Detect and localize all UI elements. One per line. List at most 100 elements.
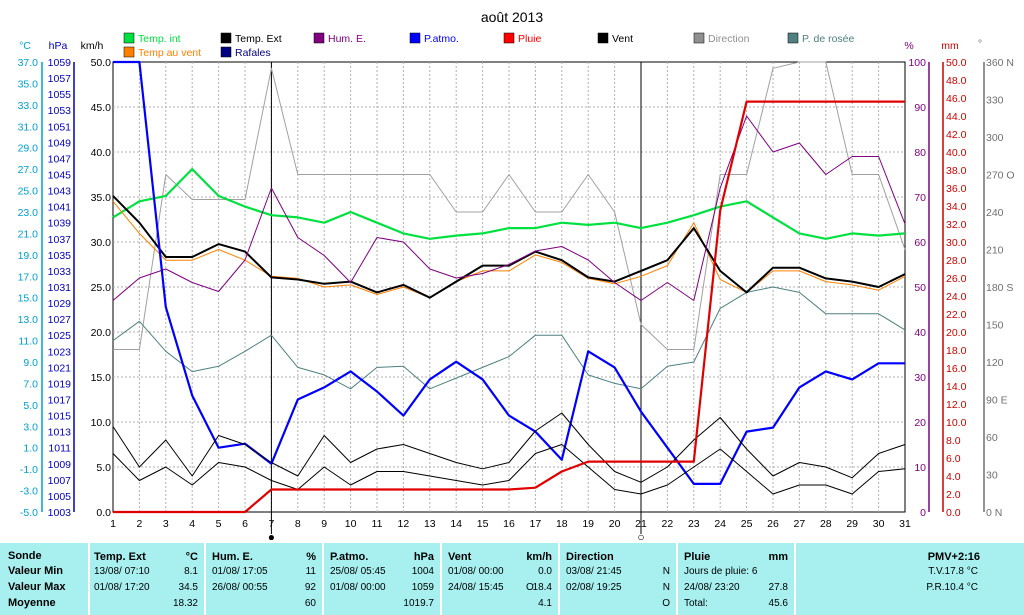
tick-temp: -1.0: [20, 464, 38, 476]
tick-humidity: 50: [914, 282, 926, 294]
vent-avg: 4.1: [538, 598, 552, 609]
row-label-moy: Moyenne: [8, 597, 56, 609]
tick-pressure: 1041: [48, 202, 72, 214]
tick-humidity: 60: [914, 237, 926, 249]
dir-min-val: N: [662, 566, 670, 577]
tick-humidity: 30: [914, 372, 926, 384]
tick-temp: -5.0: [20, 507, 38, 519]
tick-rain: 4.0: [946, 471, 961, 483]
x-tick-label: 20: [609, 518, 621, 530]
x-tick-label: 6: [242, 518, 248, 530]
series-5: [112, 115, 906, 301]
series-lines: [112, 60, 906, 514]
legend-swatch: [313, 32, 325, 44]
tick-humidity: 40: [914, 327, 926, 339]
vent-unit: km/h: [526, 551, 552, 563]
tick-pressure: 1047: [48, 153, 72, 165]
vent-max-dir: O: [526, 582, 534, 593]
tick-temp: 1.0: [23, 443, 38, 455]
tick-rain: 40.0: [946, 147, 967, 159]
tick-wind: 30.0: [91, 237, 112, 249]
tick-humidity: 20: [914, 417, 926, 429]
tick-pressure: 1045: [48, 170, 72, 182]
x-tick-label: 16: [503, 518, 515, 530]
tick-direction: 30: [986, 470, 998, 482]
legend-swatch: [787, 32, 799, 44]
patmo-unit: hPa: [413, 551, 434, 563]
moon-marker: ●: [268, 530, 275, 540]
tick-temp: 11.0: [18, 336, 38, 348]
tick-temp: -3.0: [20, 486, 38, 498]
tick-pressure: 1009: [48, 459, 72, 471]
vent-max-val: 18.4: [532, 582, 552, 593]
x-tick-label: 24: [714, 518, 726, 530]
x-tick-label: 5: [216, 518, 222, 530]
tick-rain: 48.0: [946, 75, 967, 87]
tick-humidity: 10: [914, 462, 926, 474]
hum-max-val: 92: [304, 582, 316, 593]
unit-humidity: %: [904, 40, 913, 52]
tick-temp: 31.0: [18, 121, 39, 133]
tick-wind: 10.0: [91, 417, 112, 429]
hum-max-date: 26/08/ 00:55: [212, 582, 268, 593]
vent-title: Vent: [448, 551, 472, 563]
temp-min-val: 8.1: [184, 566, 198, 577]
legend-label: P.atmo.: [424, 33, 459, 45]
tick-wind: 45.0: [91, 102, 112, 114]
x-tick-label: 30: [873, 518, 885, 530]
legend-label: Temp. int: [138, 33, 181, 45]
x-tick-label: 13: [424, 518, 436, 530]
tick-direction: 360 N: [986, 57, 1014, 69]
tick-wind: 5.0: [96, 462, 111, 474]
patmo-title: P.atmo.: [330, 551, 369, 563]
tick-pressure: 1019: [48, 378, 72, 390]
tick-pressure: 1051: [48, 121, 72, 133]
x-tick-label: 10: [345, 518, 357, 530]
x-tick-label: 12: [398, 518, 410, 530]
panel-dir: Direction 03/08/ 21:45 N 02/08/ 19:25 N …: [560, 543, 676, 615]
tick-pressure: 1027: [48, 314, 72, 326]
tick-temp: 7.0: [23, 378, 38, 390]
tick-rain: 22.0: [946, 309, 967, 321]
vent-min-val: 0.0: [538, 566, 552, 577]
x-tick-label: 19: [582, 518, 594, 530]
tick-temp: 9.0: [23, 357, 38, 369]
x-tick-label: 25: [741, 518, 753, 530]
dir-min-date: 03/08/ 21:45: [566, 566, 622, 577]
tick-rain: 46.0: [946, 93, 967, 105]
tick-rain: 12.0: [946, 399, 967, 411]
temp-title: Temp. Ext: [94, 551, 146, 563]
temp-max-date: 01/08/ 17:20: [94, 582, 150, 593]
tick-temp: 37.0: [18, 57, 39, 69]
pluie-max-val: 27.8: [768, 582, 788, 593]
tick-pressure: 1053: [48, 105, 72, 117]
x-tick-label: 4: [189, 518, 195, 530]
tick-rain: 36.0: [946, 183, 967, 195]
series-1: [112, 286, 906, 390]
legend-swatch: [220, 32, 232, 44]
series-2: [112, 168, 906, 240]
tick-temp: 13.0: [18, 314, 39, 326]
tick-pressure: 1005: [48, 491, 72, 503]
panel-sonde: Sonde Valeur Min Valeur Max Moyenne: [0, 543, 88, 615]
tick-wind: 40.0: [91, 147, 112, 159]
panel-hum: Hum. E. % 01/08/ 17:05 11 26/08/ 00:55 9…: [206, 543, 322, 615]
tick-temp: 17.0: [18, 271, 39, 283]
x-tick-label: 9: [321, 518, 327, 530]
x-tick-label: 18: [556, 518, 568, 530]
x-tick-label: 11: [372, 518, 383, 530]
vent-max-date: 24/08/ 15:45: [448, 582, 504, 593]
hum-min-val: 11: [305, 566, 316, 577]
tick-temp: 35.0: [18, 78, 39, 90]
hum-title: Hum. E.: [212, 551, 253, 563]
row-label-max: Valeur Max: [8, 581, 66, 593]
tick-wind: 20.0: [91, 327, 112, 339]
dir-max-date: 02/08/ 19:25: [566, 582, 622, 593]
hum-unit: %: [306, 551, 316, 563]
dir-max-val: N: [662, 582, 670, 593]
tick-humidity: 100: [908, 57, 926, 69]
legend-label: Temp. Ext: [235, 33, 282, 45]
tick-wind: 25.0: [91, 282, 112, 294]
tick-pressure: 1015: [48, 411, 72, 423]
tick-pressure: 1037: [48, 234, 72, 246]
